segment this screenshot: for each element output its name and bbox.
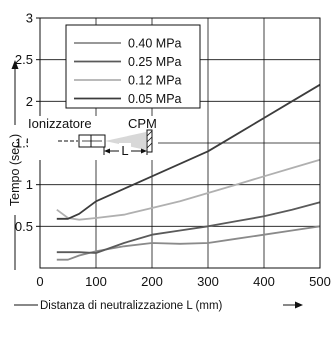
y-axis-title-group: Tempo (sec.) — [8, 60, 22, 270]
y-tick-label: 1 — [26, 177, 33, 192]
cpm-hatch — [146, 130, 153, 137]
ion-flow-cone — [105, 132, 146, 150]
series-line — [56, 225, 321, 261]
ionizer-label: Ionizzatore — [28, 116, 92, 131]
x-tick-label: 100 — [85, 274, 107, 289]
series-lines — [56, 83, 321, 261]
x-tick-label: 400 — [253, 274, 275, 289]
distance-arrowhead-right — [141, 148, 147, 154]
y-tick-label: 0.5 — [15, 219, 33, 234]
series-line — [56, 83, 321, 220]
legend-box — [65, 24, 201, 109]
ionizer-diagram: Ionizzatore CPM L — [28, 116, 158, 160]
series-line — [56, 158, 321, 221]
y-tick-label: 2.5 — [15, 52, 33, 67]
cpm-label: CPM — [128, 116, 157, 131]
y-tick-label: 3 — [26, 11, 33, 26]
cpm-target-icon — [146, 129, 153, 153]
x-tick-label: 0 — [36, 274, 43, 289]
x-axis-title: Distanza di neutralizzazione L (mm) — [40, 300, 223, 312]
x-tick-label: 200 — [141, 274, 163, 289]
x-tick-labels: 0 100 200 300 400 500 — [36, 274, 330, 289]
distance-label-bg — [119, 143, 131, 158]
y-axis-title: Tempo (sec.) — [8, 134, 22, 206]
x-axis-title-group: Distanza di neutralizzazione L (mm) — [14, 300, 303, 312]
y-tick-label: 2 — [26, 94, 33, 109]
x-axis-arrowhead — [295, 301, 303, 309]
legend-label: 0.25 MPa — [128, 55, 182, 69]
x-tick-label: 500 — [309, 274, 331, 289]
cpm-hatch — [146, 142, 153, 149]
cpm-hatch — [146, 136, 153, 143]
legend-label: 0.12 MPa — [128, 74, 182, 88]
legend-label: 0.40 MPa — [128, 37, 182, 51]
legend-label: 0.05 MPa — [128, 92, 182, 106]
distance-label: L — [121, 143, 128, 158]
distance-arrowhead-left — [104, 148, 110, 154]
y-axis-arrowhead — [11, 60, 19, 69]
series-line — [56, 201, 321, 254]
x-tick-label: 300 — [197, 274, 219, 289]
legend: 0.40 MPa 0.25 MPa 0.12 MPa 0.05 MPa — [65, 24, 201, 109]
